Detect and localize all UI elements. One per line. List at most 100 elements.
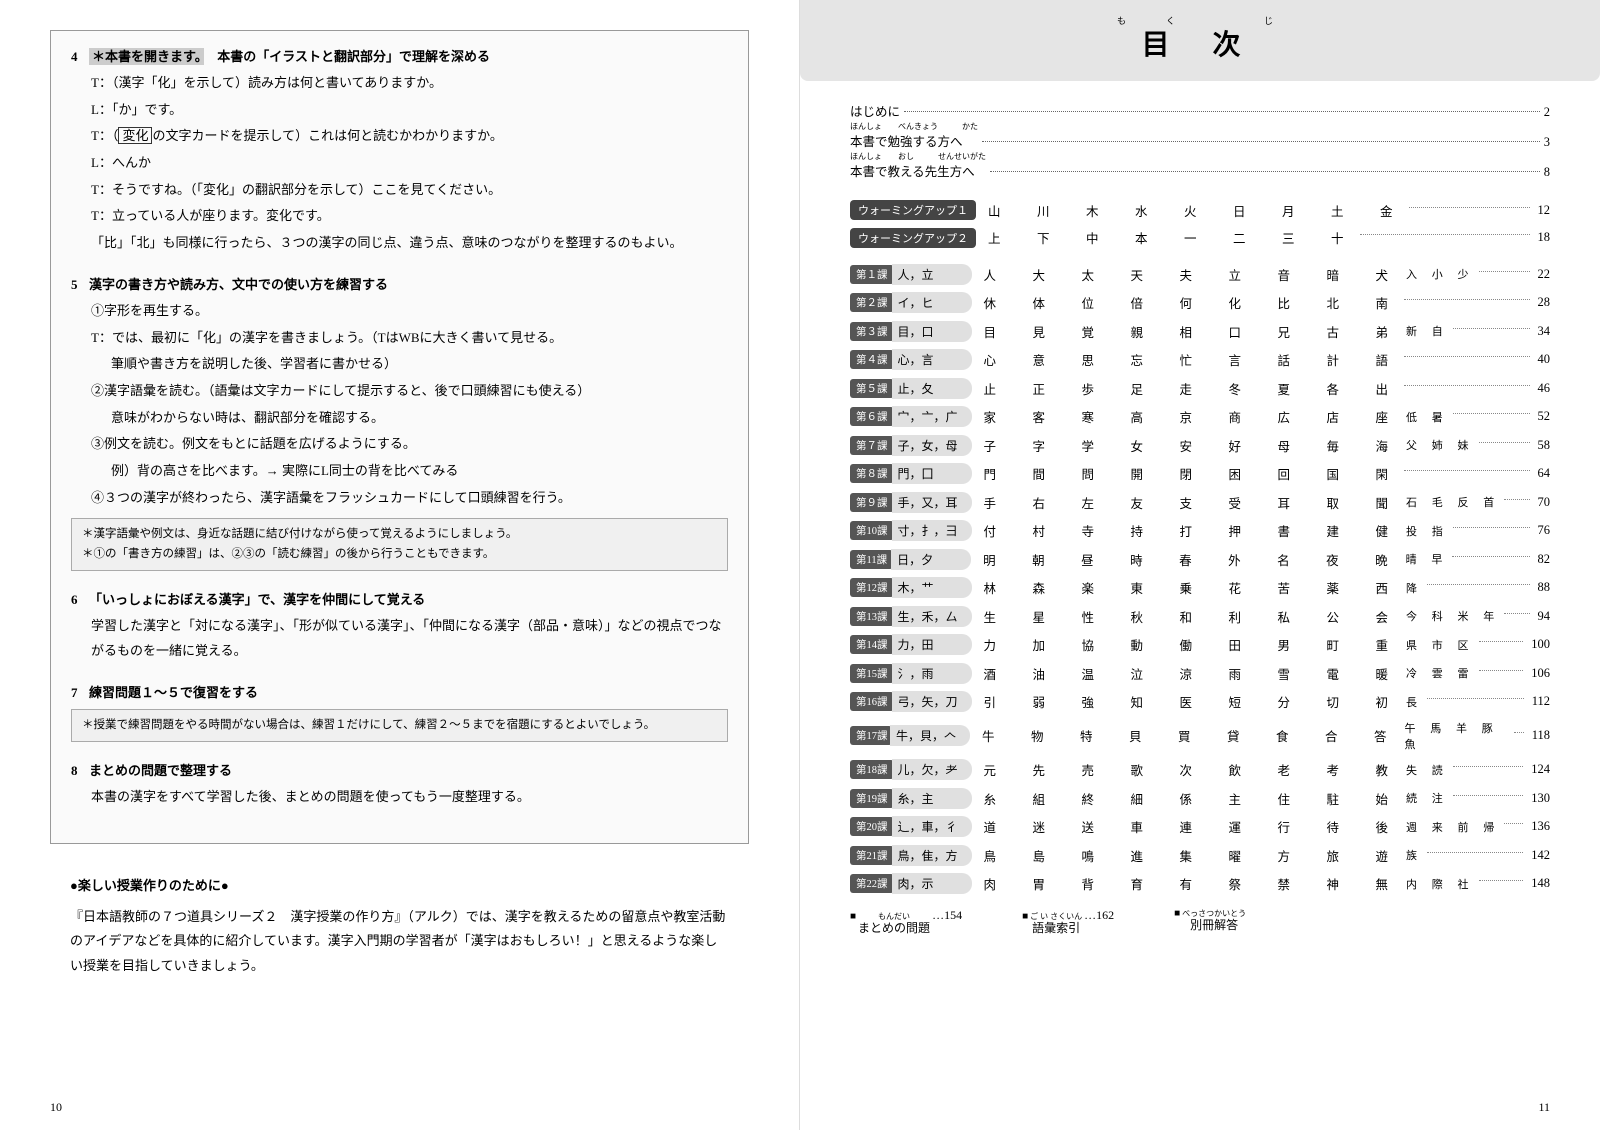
lesson-title: 牛，貝，𠆢 xyxy=(890,725,970,746)
lesson-label: 第11課 xyxy=(850,550,893,569)
lesson-title: 心，言 xyxy=(892,349,972,370)
kanji-list: 人 大 太 天 夫 立 音 暗 犬 xyxy=(984,265,1401,284)
step-body: T：（漢字「化」を示して）読み方は何と書いてありますか。L：「か」です。T：（変… xyxy=(91,71,728,256)
lesson-title: 力，田 xyxy=(892,634,972,655)
lesson-label: 第12課 xyxy=(850,578,894,597)
dots xyxy=(1404,299,1529,300)
lesson-line: 第16課弓，矢，刀引 弱 強 知 医 短 分 切 初長112 xyxy=(850,691,1550,712)
intro-line: はじめに2 xyxy=(850,101,1550,120)
step: 5漢字の書き方や読み方、文中での使い方を練習する ①字形を再生する。T：では、最初… xyxy=(71,274,728,572)
lesson-line: 第22課肉，示肉 胃 背 育 有 祭 禁 神 無内 際 社148 xyxy=(850,873,1550,894)
toc-page: 106 xyxy=(1531,666,1550,681)
lesson-line: 第15課氵，雨酒 油 温 泣 涼 雨 雪 電 暖冷 雲 雷106 xyxy=(850,663,1550,684)
toc-page: 52 xyxy=(1538,409,1551,424)
toc-page: 70 xyxy=(1538,495,1551,510)
lesson-line: 第17課牛，貝，𠆢牛 物 特 貝 買 貸 食 合 答午 馬 羊 豚 魚118 xyxy=(850,720,1550,752)
extra-kanji: 新 自 xyxy=(1406,323,1449,339)
warmup-line: ウォーミングアップ２上 下 中 本 一 二 三 十18 xyxy=(850,228,1550,248)
kanji-list: 道 迷 送 車 連 運 行 待 後 xyxy=(984,817,1401,836)
lesson-line: 第18課儿，欠，耂元 先 売 歌 次 飲 老 考 教失 読124 xyxy=(850,759,1550,780)
lesson-label: 第４課 xyxy=(850,350,894,369)
lesson-label: 第13課 xyxy=(850,607,894,626)
lesson-title: 止，夂 xyxy=(892,378,972,399)
dots xyxy=(1360,234,1530,235)
step-title: 8まとめの問題で整理する xyxy=(71,760,728,779)
step-title: 5漢字の書き方や読み方、文中での使い方を練習する xyxy=(71,274,728,293)
dots xyxy=(1479,670,1524,671)
lesson-title: 儿，欠，耂 xyxy=(892,759,972,780)
lesson-line: 第10課寸，扌，彐付 村 寺 持 打 押 書 建 健投 指76 xyxy=(850,520,1550,541)
dots xyxy=(1453,413,1530,414)
kanji-list: 元 先 売 歌 次 飲 老 考 教 xyxy=(984,760,1401,779)
kanji-list: 上 下 中 本 一 二 三 十 xyxy=(988,228,1356,247)
toc-page: 136 xyxy=(1531,819,1550,834)
lesson-title: 氵，雨 xyxy=(892,663,972,684)
toc-page: 148 xyxy=(1531,876,1550,891)
extra-kanji: 午 馬 羊 豚 魚 xyxy=(1405,720,1510,752)
lesson-label: 第２課 xyxy=(850,293,894,312)
bottom-body: 『日本語教師の７つ道具シリーズ２ 漢字授業の作り方』（アルク）では、漢字を教える… xyxy=(70,905,729,979)
right-page: もく じ 目 次 はじめに2ほんしょ べんきょう かた本書で勉強する方へ3ほんし… xyxy=(800,0,1600,1130)
toc-page: 34 xyxy=(1538,324,1551,339)
dots xyxy=(1404,385,1529,386)
step-body: ①字形を再生する。T：では、最初に「化」の漢字を書きましょう。（TはWBに大きく… xyxy=(91,299,728,511)
kanji-list: 酒 油 温 泣 涼 雨 雪 電 暖 xyxy=(984,664,1401,683)
step: 4＊本書を開きます。 本書の「イラストと翻訳部分」で理解を深める T：（漢字「化」… xyxy=(71,46,728,256)
warmup-block: ウォーミングアップ１山 川 木 水 火 日 月 土 金12 ウォーミングアップ２上… xyxy=(850,200,1550,248)
dots xyxy=(1479,271,1530,272)
bottom-title: ●楽しい授業作りのために● xyxy=(70,874,729,899)
lesson-title: 子，女，母 xyxy=(892,435,972,456)
step-body: 学習した漢字と「対になる漢字」、「形が似ている漢字」、「仲間になる漢字（部品・意… xyxy=(91,614,728,663)
lesson-title: 寸，扌，彐 xyxy=(892,520,972,541)
lesson-line: 第６課宀，亠，广家 客 寒 高 京 商 広 店 座低 暑52 xyxy=(850,406,1550,427)
kanji-list: 肉 胃 背 育 有 祭 禁 神 無 xyxy=(984,874,1401,893)
kanji-list: 鳥 島 鳴 進 集 曜 方 旅 遊 xyxy=(984,846,1401,865)
kanji-list: 子 字 学 女 安 好 母 毎 海 xyxy=(984,436,1401,455)
dots xyxy=(904,111,1540,112)
lesson-line: 第19課糸，主糸 組 終 細 係 主 住 駐 始続 注130 xyxy=(850,788,1550,809)
lesson-label: 第16課 xyxy=(850,692,894,711)
lesson-line: 第13課生，禾，厶生 星 性 秋 和 利 私 公 会今 科 米 年94 xyxy=(850,606,1550,627)
extra-kanji: 県 市 区 xyxy=(1406,637,1475,653)
intro-page: 8 xyxy=(1544,165,1550,180)
kanji-list: 力 加 協 動 働 田 男 町 重 xyxy=(984,635,1401,654)
dots xyxy=(1404,356,1529,357)
intro-label: ほんしょ おし せんせいがた本書で教える先生方へ xyxy=(850,153,986,180)
intro-label: はじめに xyxy=(850,101,900,120)
toc-page: 142 xyxy=(1531,848,1550,863)
lesson-label: 第14課 xyxy=(850,635,894,654)
lesson-line: 第１課人，立人 大 太 天 夫 立 音 暗 犬入 小 少22 xyxy=(850,264,1550,285)
lesson-label: 第15課 xyxy=(850,664,894,683)
toc-page: 22 xyxy=(1538,267,1551,282)
lesson-line: 第20課辶，車，彳道 迷 送 車 連 運 行 待 後週 来 前 帰136 xyxy=(850,816,1550,837)
toc-page: 12 xyxy=(1538,203,1551,218)
extra-kanji: 父 姉 妹 xyxy=(1406,437,1475,453)
lesson-title: 辶，車，彳 xyxy=(892,816,972,837)
dots xyxy=(990,171,1540,172)
page-number-left: 10 xyxy=(50,1100,62,1115)
kanji-list: 止 正 歩 足 走 冬 夏 各 出 xyxy=(984,379,1401,398)
note-box: ＊授業で練習問題をやる時間がない場合は、練習１だけにして、練習２～５までを宿題に… xyxy=(71,709,728,743)
step-body: 本書の漢字をすべて学習した後、まとめの問題を使ってもう一度整理する。 xyxy=(91,785,728,810)
extra-kanji: 石 毛 反 首 xyxy=(1406,494,1500,510)
toc-page: 46 xyxy=(1538,381,1551,396)
kanji-list: 生 星 性 秋 和 利 私 公 会 xyxy=(984,607,1401,626)
kanji-list: 牛 物 特 貝 買 貸 食 合 答 xyxy=(982,726,1399,745)
lesson-label: 第22課 xyxy=(850,874,894,893)
page-number-right: 11 xyxy=(1538,1100,1550,1115)
toc-page: 94 xyxy=(1538,609,1551,624)
lesson-label: 第19課 xyxy=(850,789,894,808)
toc-page: 130 xyxy=(1531,791,1550,806)
lesson-label: 第20課 xyxy=(850,817,894,836)
extra-kanji: 長 xyxy=(1406,694,1423,710)
kanji-list: 糸 組 終 細 係 主 住 駐 始 xyxy=(984,789,1401,808)
step-title: 4＊本書を開きます。 本書の「イラストと翻訳部分」で理解を深める xyxy=(71,46,728,65)
step: 8まとめの問題で整理する本書の漢字をすべて学習した後、まとめの問題を使ってもう一… xyxy=(71,760,728,810)
lesson-label: 第８課 xyxy=(850,464,894,483)
extra-kanji: 晴 早 xyxy=(1406,551,1449,567)
warmup-line: ウォーミングアップ１山 川 木 水 火 日 月 土 金12 xyxy=(850,200,1550,220)
lesson-title: 手，又，耳 xyxy=(892,492,972,513)
dots xyxy=(1453,795,1523,796)
intro-page: 3 xyxy=(1544,135,1550,150)
lesson-line: 第２課イ，ヒ休 体 位 倍 何 化 比 北 南28 xyxy=(850,292,1550,313)
